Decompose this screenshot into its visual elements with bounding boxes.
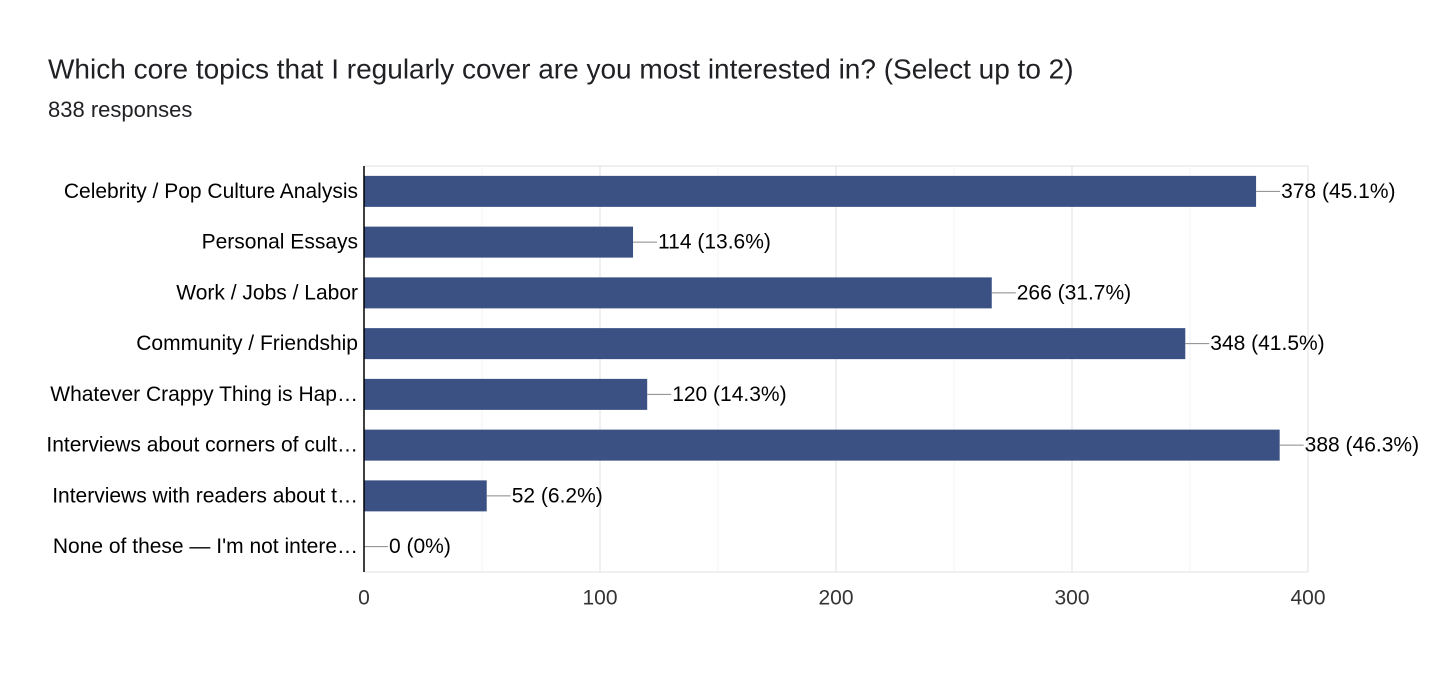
- bar: [364, 429, 1280, 461]
- x-tick-label: 300: [1054, 587, 1089, 610]
- y-tick-label: Interviews with readers about t…: [52, 484, 358, 507]
- x-tick-label: 0: [358, 587, 370, 610]
- y-tick-label: Personal Essays: [202, 231, 358, 254]
- bar: [364, 175, 1257, 207]
- y-tick-label: Interviews about corners of cult…: [46, 434, 358, 457]
- value-label: 52 (6.2%): [512, 484, 603, 507]
- bar: [364, 378, 648, 410]
- bar: [364, 480, 487, 512]
- value-label: 120 (14.3%): [672, 383, 786, 406]
- y-tick-label: None of these — I'm not intere…: [53, 535, 358, 558]
- bar: [364, 277, 992, 309]
- value-label: 378 (45.1%): [1281, 180, 1395, 203]
- x-tick-label: 100: [582, 587, 617, 610]
- bar: [364, 226, 634, 258]
- value-label: 114 (13.6%): [658, 231, 771, 254]
- value-label: 266 (31.7%): [1017, 281, 1131, 304]
- value-label: 388 (46.3%): [1305, 434, 1419, 457]
- x-tick-label: 200: [818, 587, 853, 610]
- chart-title: Which core topics that I regularly cover…: [48, 53, 1074, 84]
- y-tick-label: Work / Jobs / Labor: [176, 281, 358, 304]
- value-label: 348 (41.5%): [1210, 332, 1324, 355]
- y-tick-label: Whatever Crappy Thing is Hap…: [50, 383, 358, 406]
- bar: [364, 328, 1186, 360]
- x-tick-label: 400: [1290, 587, 1325, 610]
- y-tick-label: Celebrity / Pop Culture Analysis: [64, 180, 358, 203]
- y-tick-label: Community / Friendship: [136, 332, 358, 355]
- chart-subtitle: 838 responses: [48, 97, 192, 122]
- value-label: 0 (0%): [389, 535, 451, 558]
